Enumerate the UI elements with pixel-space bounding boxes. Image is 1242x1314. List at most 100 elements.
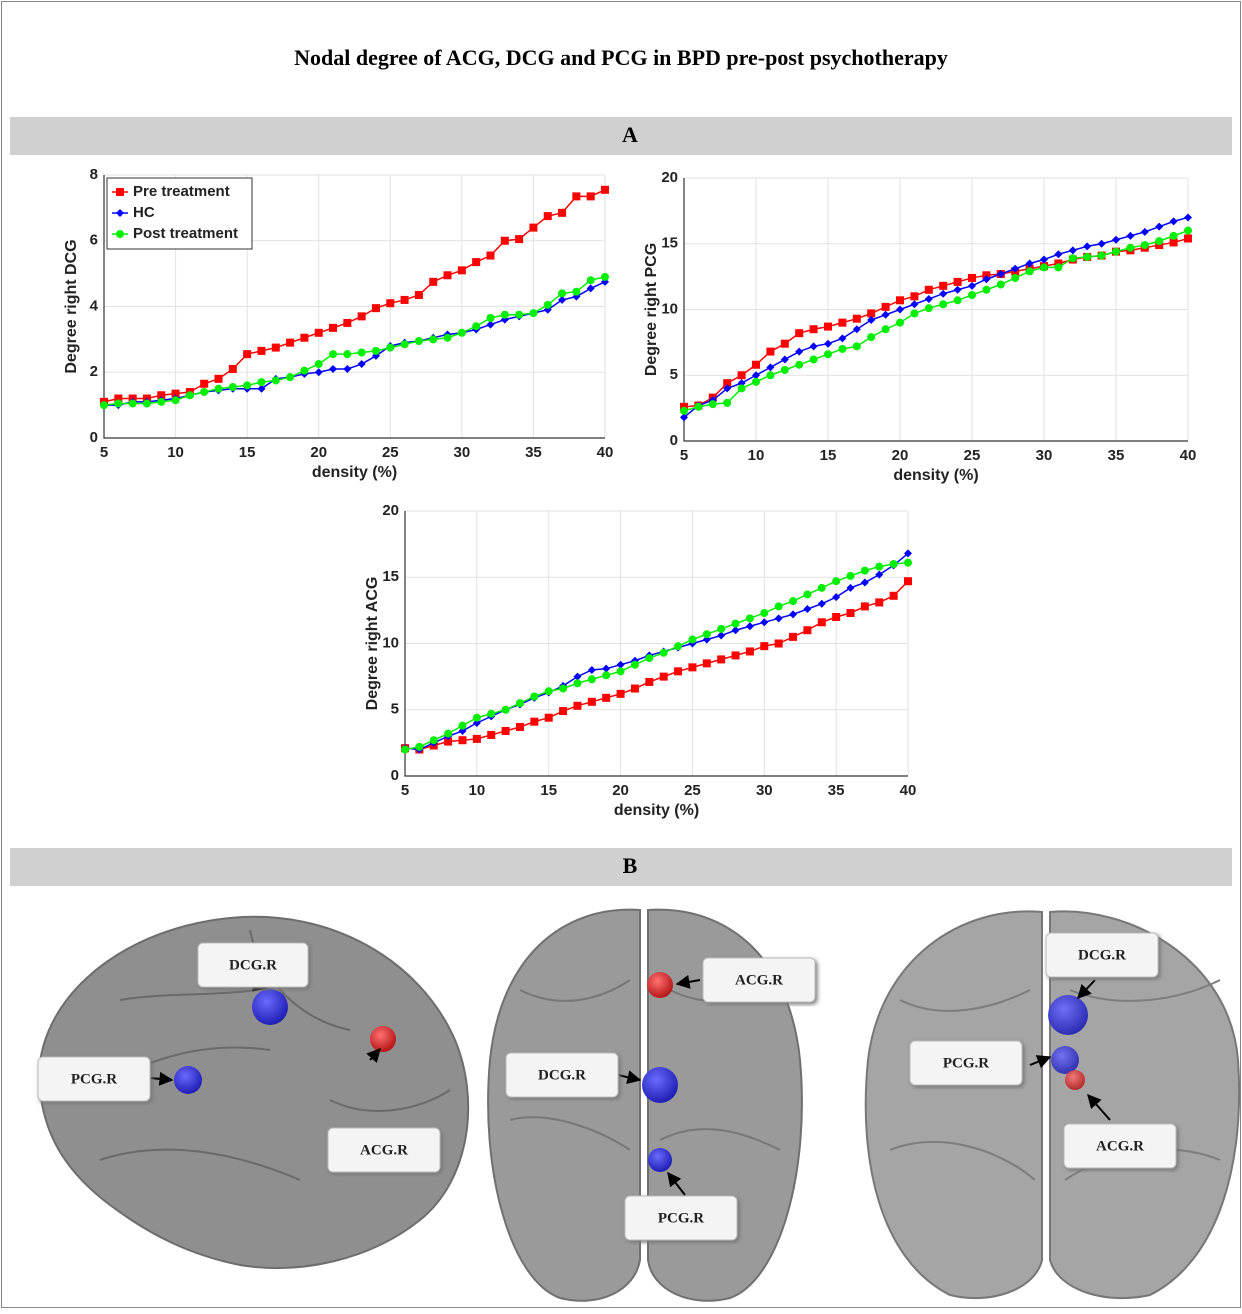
marker — [472, 713, 481, 722]
marker — [708, 400, 717, 409]
y-tick-label: 6 — [90, 232, 98, 249]
marker — [142, 399, 151, 408]
marker — [214, 374, 223, 383]
marker — [1140, 227, 1149, 236]
marker — [157, 397, 166, 406]
marker — [1083, 252, 1092, 261]
region-label: ACG.R — [360, 1142, 408, 1158]
marker — [414, 290, 423, 299]
marker — [745, 614, 754, 623]
marker — [824, 339, 832, 348]
marker — [875, 562, 884, 571]
marker — [803, 590, 812, 599]
x-tick-label: 15 — [239, 444, 256, 461]
marker — [896, 318, 904, 327]
marker — [1025, 259, 1034, 268]
marker — [896, 305, 904, 314]
marker — [343, 350, 352, 359]
region-label: DCG.R — [229, 957, 277, 973]
marker — [717, 631, 726, 640]
y-tick-label: 0 — [670, 432, 678, 449]
marker — [910, 300, 919, 309]
marker — [573, 672, 582, 681]
marker — [717, 624, 726, 633]
marker — [200, 387, 209, 396]
x-tick-label: 15 — [540, 782, 557, 799]
marker — [645, 677, 654, 686]
x-axis-label: density (%) — [312, 464, 397, 481]
marker — [982, 275, 991, 284]
marker — [680, 406, 688, 415]
marker — [587, 697, 596, 706]
y-tick-label: 20 — [382, 502, 399, 519]
y-tick-label: 15 — [382, 568, 399, 585]
marker — [214, 384, 223, 393]
marker — [789, 597, 798, 606]
marker — [114, 399, 123, 408]
x-tick-label: 20 — [892, 447, 909, 464]
x-tick-label: 10 — [167, 444, 184, 461]
marker — [185, 391, 194, 400]
marker — [774, 639, 783, 648]
marker — [1155, 222, 1164, 231]
marker — [587, 675, 596, 684]
marker — [616, 667, 625, 676]
legend-label: HC — [133, 204, 155, 221]
marker — [329, 364, 338, 373]
marker — [200, 379, 209, 388]
marker — [939, 281, 948, 290]
marker — [809, 342, 818, 351]
marker — [968, 281, 976, 290]
marker — [731, 651, 740, 660]
marker — [415, 742, 424, 751]
region-label: ACG.R — [735, 972, 783, 988]
marker — [803, 626, 812, 635]
marker — [674, 642, 683, 651]
marker — [766, 371, 775, 380]
marker — [824, 350, 832, 359]
marker — [573, 679, 582, 688]
marker — [530, 692, 539, 701]
marker — [766, 347, 775, 356]
marker — [487, 730, 496, 739]
figure-title: Nodal degree of ACG, DCG and PCG in BPD … — [294, 45, 948, 70]
brain-axial: ACG.R DCG.R PCG.R — [487, 908, 816, 1302]
marker — [774, 602, 783, 611]
marker — [558, 208, 567, 217]
marker — [314, 328, 323, 337]
marker — [602, 671, 611, 680]
marker — [500, 236, 509, 245]
marker — [300, 366, 309, 375]
marker — [630, 684, 639, 693]
x-tick-label: 5 — [401, 782, 409, 799]
marker — [1068, 246, 1077, 255]
marker — [444, 737, 453, 746]
marker — [645, 654, 654, 663]
marker — [881, 325, 890, 334]
marker — [1184, 213, 1192, 222]
marker — [357, 312, 366, 321]
marker — [1184, 226, 1192, 235]
y-tick-label: 10 — [382, 634, 399, 651]
axes — [683, 178, 1188, 442]
y-tick-label: 0 — [391, 767, 399, 784]
marker — [329, 350, 338, 359]
marker — [586, 284, 595, 293]
marker — [501, 705, 510, 714]
x-tick-label: 25 — [964, 447, 981, 464]
marker — [860, 578, 869, 587]
marker — [910, 309, 919, 318]
marker — [371, 346, 380, 355]
marker — [846, 571, 855, 580]
marker — [817, 618, 826, 627]
marker — [100, 401, 108, 410]
marker — [616, 660, 625, 669]
marker — [832, 613, 841, 621]
marker — [737, 384, 746, 393]
y-tick-label: 5 — [391, 701, 399, 718]
marker — [924, 285, 933, 294]
x-tick-label: 5 — [680, 447, 688, 464]
marker — [852, 342, 861, 351]
marker — [572, 287, 581, 296]
